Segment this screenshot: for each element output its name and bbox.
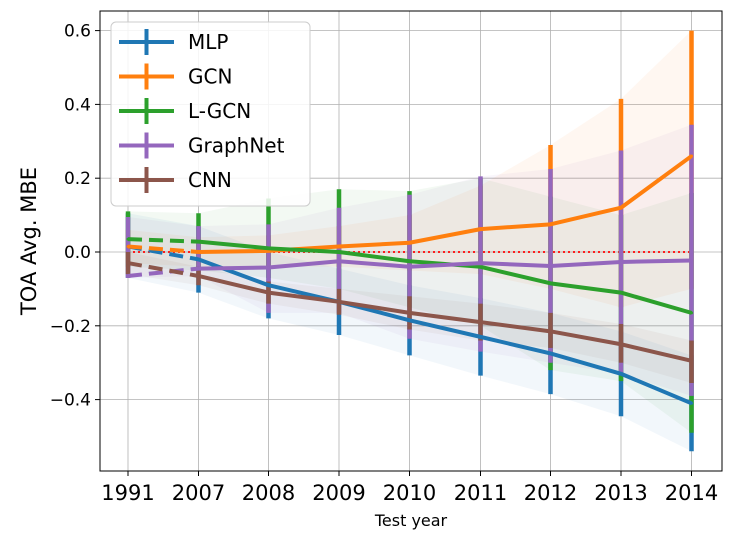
y-tick-label: −0.4 [50,391,91,411]
x-tick-label: 2011 [454,481,507,505]
series-dashed-segment-gcn [127,244,199,254]
data-point-l-gcn [197,240,200,244]
x-tick-label: 1991 [101,481,154,505]
legend-box [110,21,311,207]
data-point-l-gcn [126,237,130,241]
data-point-graphnet [690,258,693,262]
data-point-mlp [408,318,411,322]
x-tick-label: 2010 [383,481,436,505]
series-line-graphnet [198,258,692,271]
data-point-gcn [197,250,200,254]
data-point-cnn [197,274,200,278]
x-axis-ticks: 1991 2007 2008 2009 2010 2011 2012 2013 2014 [101,471,718,505]
series-dashed-segment-graphnet [127,266,199,278]
data-point-cnn [549,329,552,333]
data-point-graphnet [126,274,130,278]
y-tick-label: 0.4 [64,95,91,115]
plot-frame [99,10,723,472]
data-point-graphnet [337,259,341,263]
data-point-cnn [408,311,411,315]
series-line-cnn [198,274,692,363]
data-point-graphnet [197,267,200,271]
data-point-graphnet [408,265,411,269]
data-point-graphnet [619,260,623,264]
data-point-gcn [479,227,482,231]
legend: MLP GCN L-GCN GraphNet CNN [110,21,311,207]
data-point-l-gcn [408,259,411,263]
legend-label-mlp: MLP [188,30,228,54]
data-point-gcn [126,244,130,248]
data-point-l-gcn [337,250,341,254]
x-tick-label: 2009 [312,481,365,505]
legend-label-gcn: GCN [188,65,232,89]
data-point-mlp [549,351,552,355]
y-tick-label: 0.2 [64,169,91,189]
data-point-gcn [408,241,411,245]
series-line-mlp [197,257,693,406]
data-point-gcn [690,154,693,158]
y-tick-label: 0.0 [64,243,91,263]
data-point-mlp [197,257,200,261]
data-point-graphnet [267,265,270,269]
y-axis-ticks: −0.4 −0.2 0.0 0.2 0.4 0.6 [50,22,100,411]
data-point-mlp [619,372,623,376]
x-tick-label: 2014 [665,481,718,505]
series-dashed-segment-l-gcn [127,237,199,244]
data-point-mlp [267,283,270,287]
data-point-l-gcn [479,265,482,269]
data-point-cnn [619,342,623,346]
x-tick-label: 2008 [242,481,295,505]
legend-label-l-gcn: L-GCN [188,99,251,123]
data-point-cnn [479,320,482,324]
data-point-cnn [337,300,341,304]
data-point-cnn [690,359,693,363]
y-tick-label: 0.6 [64,22,91,42]
x-tick-label: 2012 [524,481,577,505]
data-point-mlp [690,401,693,405]
data-point-mlp [479,335,482,339]
x-tick-label: 2007 [172,481,225,505]
data-point-graphnet [479,261,482,265]
data-point-gcn [549,222,552,226]
data-point-graphnet [549,264,552,268]
series-lines [126,154,693,406]
legend-label-cnn: CNN [188,168,232,192]
x-axis-label: Test year [374,511,448,530]
data-point-l-gcn [690,311,693,315]
y-tick-label: −0.2 [50,317,91,337]
series-dashed-segment-cnn [127,261,199,278]
data-point-l-gcn [267,246,270,250]
x-tick-label: 2013 [594,481,647,505]
data-point-cnn [267,291,270,295]
legend-label-graphnet: GraphNet [188,134,285,158]
y-axis-label: TOA Avg. MBE [17,167,41,316]
data-point-gcn [619,206,623,210]
data-point-cnn [126,261,130,265]
data-point-gcn [337,244,341,248]
data-point-l-gcn [619,291,623,295]
data-point-l-gcn [549,281,552,285]
